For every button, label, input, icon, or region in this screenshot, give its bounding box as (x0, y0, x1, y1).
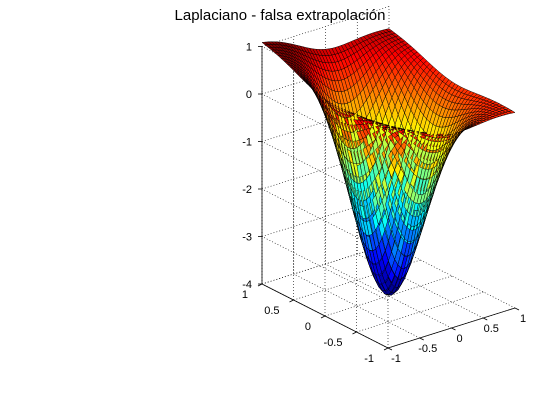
y-tick-mark (289, 299, 294, 303)
ticks-layer: -1-0.500.51-1-0.500.51-4-3-2-101 (242, 42, 526, 366)
left-wall-grid-line (261, 141, 389, 206)
left-wall-grid-line (261, 188, 389, 254)
x-tick-label: 0.5 (484, 323, 499, 335)
left-wall-grid-line (261, 236, 389, 301)
z-tick-label: -1 (242, 137, 252, 149)
y-tick-label: -0.5 (324, 337, 343, 349)
floor-grid-line (293, 273, 420, 339)
floor-grid-line (356, 291, 484, 333)
z-tick-label: 1 (246, 42, 252, 54)
x-tick-mark (387, 347, 393, 351)
back-wall-grid-line (261, 148, 390, 190)
left-wall-grid-line (261, 93, 389, 159)
floor-grid-line (325, 263, 452, 329)
floor-grid-line (293, 259, 421, 301)
z-tick-label: -2 (242, 184, 252, 196)
y-tick-label: 0.5 (264, 305, 279, 317)
back-wall-grid-line (261, 243, 390, 285)
x-tick-mark (419, 337, 424, 341)
x-tick-label: 1 (520, 313, 526, 325)
surface-layer (261, 28, 516, 296)
x-tick-mark (483, 317, 488, 321)
chart-title: Laplaciano - falsa extrapolación (175, 7, 386, 24)
y-tick-label: -1 (364, 353, 374, 365)
x-tick-label: 0 (456, 333, 462, 345)
x-tick-label: -1 (391, 353, 401, 365)
z-tick-label: 0 (246, 89, 252, 101)
back-wall-grid-line (261, 196, 390, 237)
axes-layer (257, 46, 520, 351)
floor-grid-line (324, 275, 453, 317)
x-tick-label: -0.5 (418, 343, 437, 355)
y-tick-label: 0 (305, 321, 311, 333)
back-wall-grid-line (261, 101, 390, 142)
z-tick-label: -3 (242, 232, 252, 244)
x-tick-mark (451, 327, 456, 331)
surface-facet (508, 110, 516, 114)
y-tick-mark (383, 347, 389, 351)
y-tick-mark (320, 315, 326, 319)
back-wall-grid-line (261, 6, 390, 47)
y-tick-label: 1 (242, 289, 248, 301)
y-tick-mark (352, 331, 357, 335)
z-tick-label: -4 (242, 279, 252, 291)
x-tick-mark (514, 307, 520, 311)
